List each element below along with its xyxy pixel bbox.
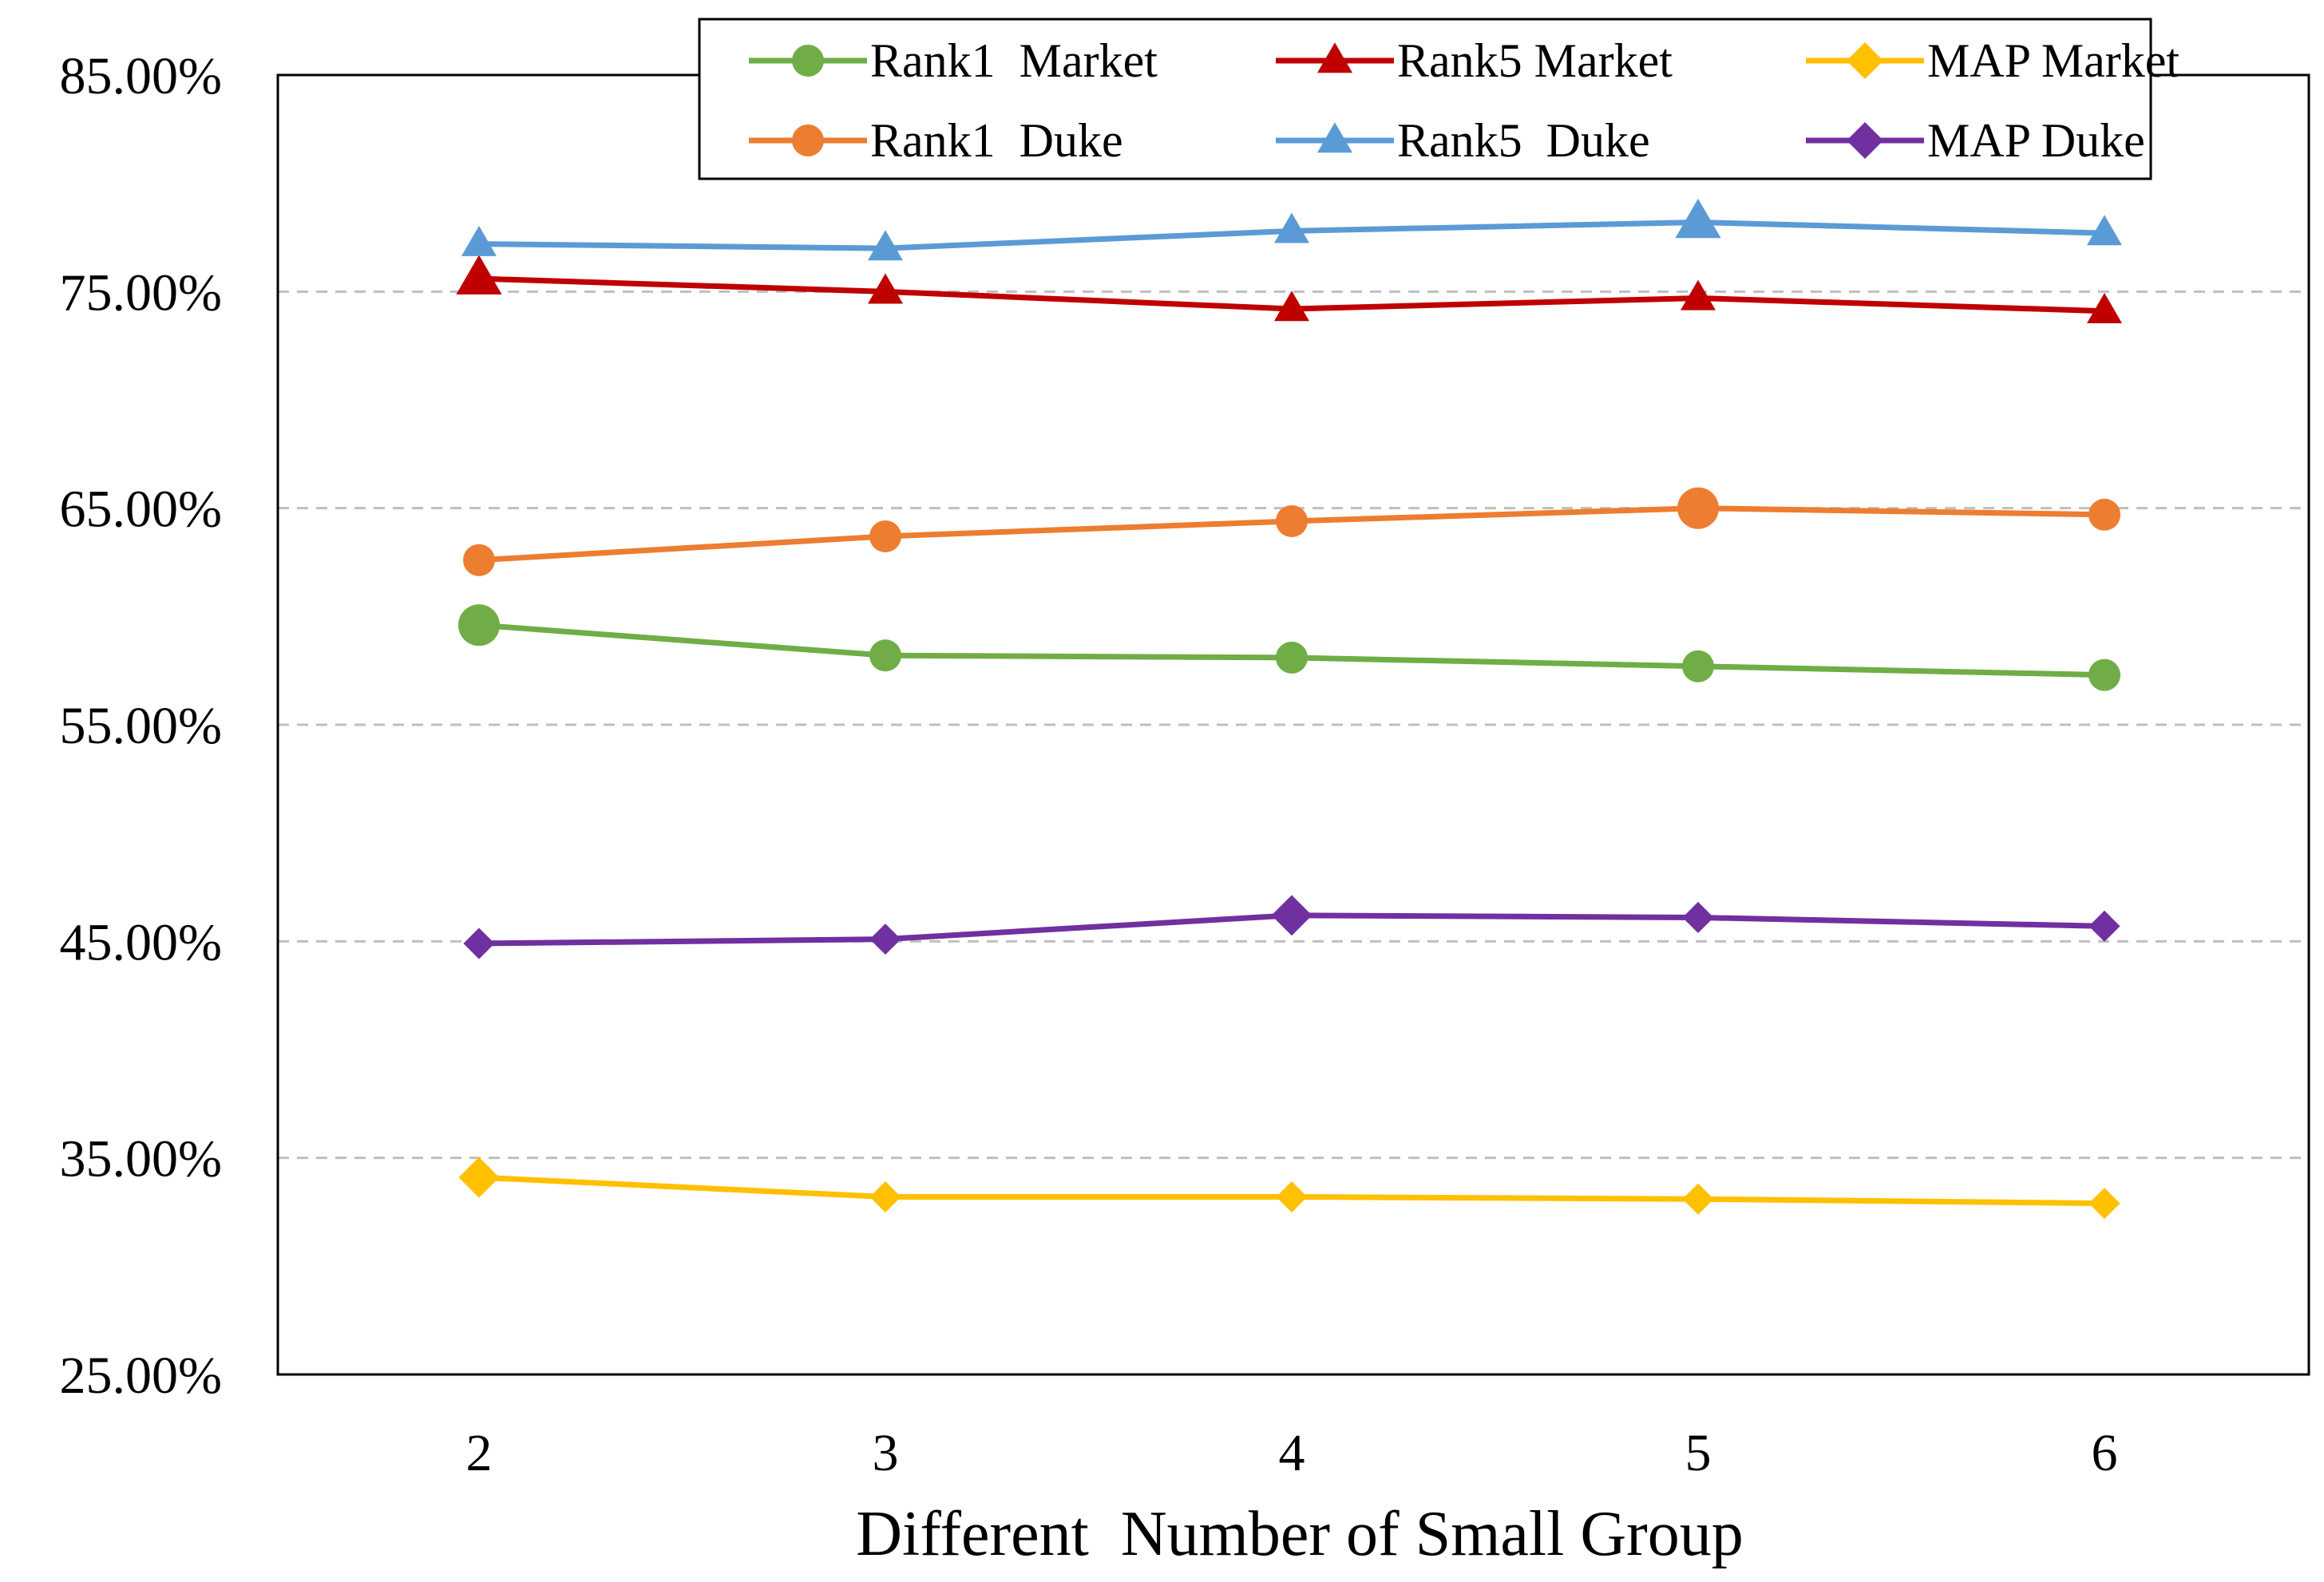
legend-box [698,18,2152,180]
legend-swatch-marker [792,45,824,77]
x-tick-label: 2 [466,1424,493,1482]
legend-label: MAP Duke [1927,114,2145,167]
legend-item-rank5-market: Rank5 Market [1276,34,1673,87]
y-tick-label: 25.00% [60,1347,222,1405]
legend-swatch-marker [1847,122,1883,159]
data-point [2087,292,2122,323]
data-point [869,923,901,955]
data-point [2088,910,2120,942]
series-map-duke [463,895,2120,959]
data-point [2088,498,2120,531]
x-tick-label: 5 [1685,1424,1712,1482]
legend-item-map-market: MAP Market [1806,34,2179,87]
data-point [463,927,495,959]
y-tick-label: 85.00% [60,47,222,105]
y-axis-tick-labels: 25.00% 35.00% 45.00% 55.00% 65.00% 75.00% 85.0… [60,47,222,1405]
series-map-market [458,1157,2120,1220]
data-point [2087,215,2122,246]
data-point [1675,198,1721,239]
legend-label: Rank5 Duke [1397,114,1650,167]
legend-label: Rank5 Market [1397,34,1673,87]
series-rank1-duke [463,487,2120,576]
data-point [458,1157,500,1198]
data-point [1276,504,1308,537]
y-tick-label: 35.00% [60,1130,222,1188]
x-axis-tick-labels: 2 3 4 5 6 [466,1424,2118,1482]
series-layer [456,198,2122,1220]
legend-item-rank1-market: Rank1 Market [749,34,1158,87]
series-rank5-market [456,255,2122,323]
series-rank5-duke [461,198,2122,261]
data-point [1274,212,1309,243]
data-point [1271,895,1312,936]
data-point [869,1181,901,1213]
y-tick-label: 55.00% [60,697,222,755]
data-point [461,225,497,256]
legend-swatch-marker [1317,122,1352,153]
x-axis-title: Different Number of Small Group [856,1499,1744,1569]
legend: Rank1 Market Rank5 Market MAP Market Rank1 … [698,18,2179,180]
legend-item-map-duke: MAP Duke [1806,114,2145,167]
x-tick-label: 3 [873,1424,899,1482]
legend-swatch-marker [1317,42,1352,73]
data-point [1682,1183,1714,1215]
data-point [1274,291,1309,322]
legend-label: MAP Market [1927,34,2179,87]
x-tick-label: 4 [1279,1424,1305,1482]
data-point [869,520,901,552]
data-point [458,604,500,647]
data-point [1276,641,1308,674]
data-point [463,544,495,576]
data-point [868,273,903,304]
x-tick-label: 6 [2092,1424,2118,1482]
data-point [456,255,502,295]
legend-item-rank1-duke: Rank1 Duke [749,114,1123,167]
data-point [1681,279,1716,310]
legend-item-rank5-duke: Rank5 Duke [1276,114,1650,167]
data-point [2088,1188,2120,1220]
data-point [1276,1181,1308,1213]
y-tick-label: 45.00% [60,913,222,971]
legend-swatch-marker [1847,42,1883,79]
legend-label: Rank1 Market [870,34,1158,87]
data-point [869,639,901,672]
y-tick-label: 65.00% [60,481,222,539]
y-tick-label: 75.00% [60,263,222,322]
series-rank1-market [458,604,2120,691]
data-point [1682,901,1714,934]
data-point [868,230,903,261]
data-point [1677,487,1719,529]
data-point [1682,650,1714,682]
legend-swatch-marker [792,125,824,156]
legend-label: Rank1 Duke [870,114,1123,167]
data-point [2088,659,2120,691]
